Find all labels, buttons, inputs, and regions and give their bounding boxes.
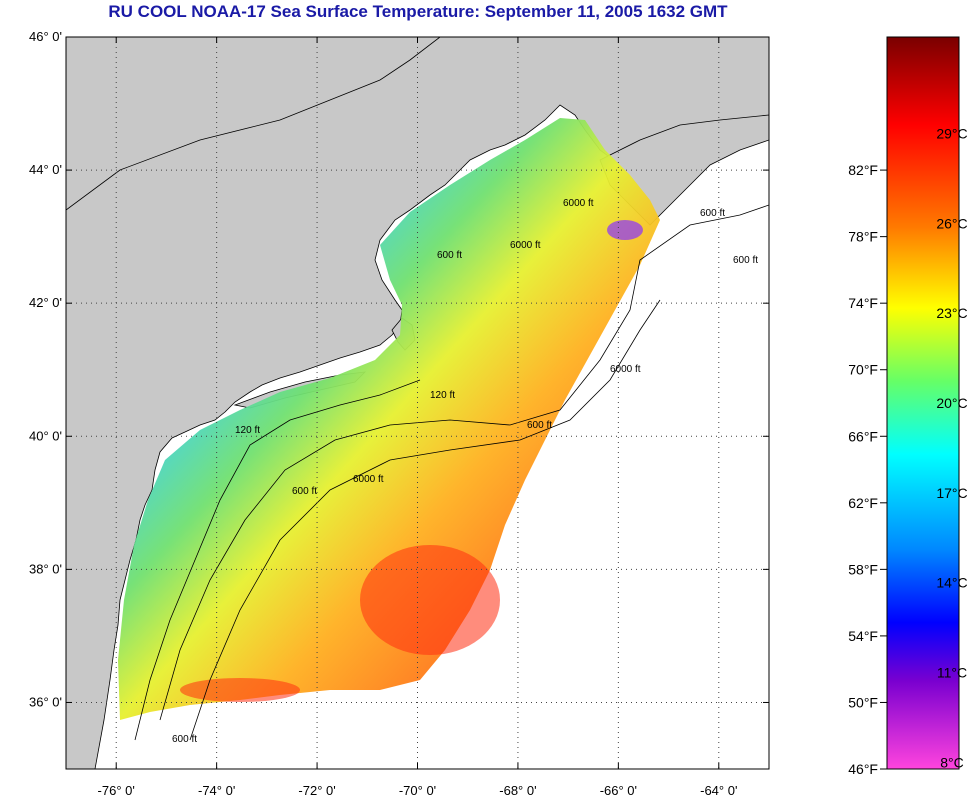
map-frame — [65, 36, 770, 770]
lon-tick-label: -64° 0' — [700, 783, 737, 798]
depth-label: 600 ft — [292, 486, 317, 497]
lat-tick-label: 46° 0' — [29, 29, 62, 44]
lon-tick-label: -68° 0' — [499, 783, 536, 798]
lon-tick-label: -74° 0' — [198, 783, 235, 798]
sst-swath — [118, 118, 660, 720]
colorbar-f-label: 50°F — [848, 694, 878, 710]
colorbar-f-label: 78°F — [848, 229, 878, 245]
colorbar-f-label: 70°F — [848, 362, 878, 378]
colorbar-f-label: 46°F — [848, 761, 878, 777]
lat-tick-label: 44° 0' — [29, 162, 62, 177]
warm-core — [360, 545, 500, 655]
depth-label: 600 ft — [527, 420, 552, 431]
depth-label: 6000 ft — [353, 474, 384, 485]
lon-tick-label: -70° 0' — [399, 783, 436, 798]
cold-pocket — [607, 220, 643, 240]
colorbar-c-label: 17°C — [936, 485, 967, 501]
colorbar-c-label: 23°C — [936, 305, 967, 321]
colorbar — [886, 36, 960, 770]
colorbar-f-label: 62°F — [848, 495, 878, 511]
colorbar-c-label: 11°C — [937, 665, 967, 681]
map-title: RU COOL NOAA-17 Sea Surface Temperature:… — [108, 2, 728, 21]
depth-labels: 600 ft 600 ft 6000 ft 6000 ft 600 ft 120 ft 12… — [172, 198, 758, 745]
colorbar-c-label: 14°C — [936, 575, 967, 591]
lat-lon-grid — [66, 36, 769, 769]
depth-contour-6000 — [189, 299, 661, 741]
colorbar-c-label: 20°C — [936, 395, 967, 411]
depth-contour-600 — [159, 204, 769, 721]
depth-label: 600 ft — [700, 208, 725, 219]
colorbar-celsius-labels: 29°C 26°C 23°C 20°C 17°C 14°C 11°C 8°C — [936, 125, 967, 770]
depth-label: 120 ft — [235, 425, 260, 436]
colorbar-f-label: 66°F — [848, 428, 878, 444]
gulf-stream-edge — [180, 678, 300, 702]
depth-label: 600 ft — [733, 255, 758, 266]
colorbar-f-label: 74°F — [848, 295, 878, 311]
depth-label: 600 ft — [437, 250, 462, 261]
lon-tick-label: -72° 0' — [298, 783, 335, 798]
colorbar-fahrenheit-labels: 82°F 78°F 74°F 70°F 66°F 62°F 58°F 54°F 50°F 46°F — [848, 162, 887, 777]
colorbar-f-label: 54°F — [848, 628, 878, 644]
colorbar-c-label: 8°C — [940, 754, 964, 770]
lon-tick-label: -66° 0' — [600, 783, 637, 798]
colorbar-c-label: 29°C — [936, 125, 967, 141]
lon-tick-label: -76° 0' — [98, 783, 135, 798]
lat-tick-label: 36° 0' — [29, 694, 62, 709]
depth-label: 600 ft — [172, 734, 197, 745]
lat-tick-label: 40° 0' — [29, 428, 62, 443]
colorbar-c-label: 26°C — [936, 215, 967, 231]
lat-tick-label: 42° 0' — [29, 295, 62, 310]
latitude-tick-labels: 46° 0' 44° 0' 42° 0' 40° 0' 38° 0' 36° 0' — [29, 29, 62, 709]
depth-label: 6000 ft — [563, 198, 594, 209]
depth-label: 6000 ft — [610, 364, 641, 375]
colorbar-f-label: 58°F — [848, 561, 878, 577]
longitude-tick-labels: -76° 0' -74° 0' -72° 0' -70° 0' -68° 0' -66° … — [98, 783, 738, 798]
colorbar-f-label: 82°F — [848, 162, 878, 178]
depth-label: 6000 ft — [510, 240, 541, 251]
state-border — [66, 37, 441, 211]
depth-label: 120 ft — [430, 390, 455, 401]
depth-contour-120 — [134, 379, 421, 741]
lat-tick-label: 38° 0' — [29, 561, 62, 576]
